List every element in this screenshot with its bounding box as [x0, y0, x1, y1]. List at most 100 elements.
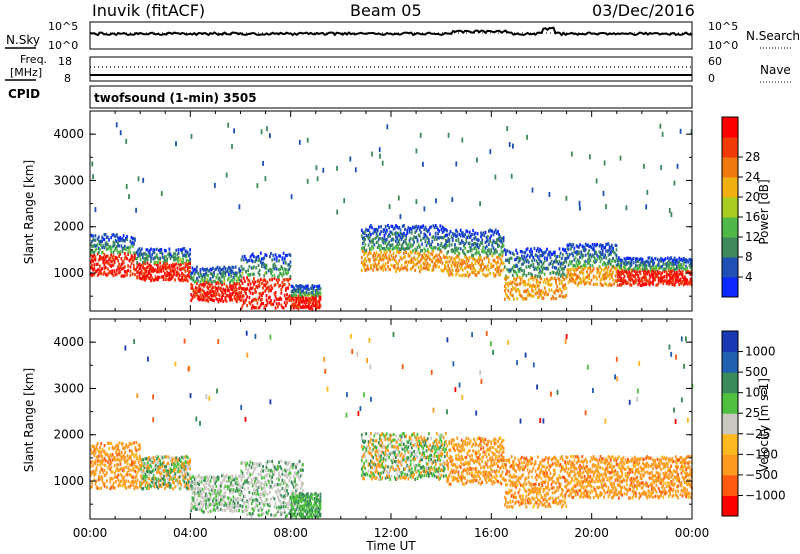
power-cell	[494, 261, 497, 265]
power-cell	[480, 266, 482, 270]
power-cell	[496, 250, 498, 254]
velocity-cell	[251, 462, 254, 466]
power-cell	[403, 234, 405, 238]
power-cell	[407, 260, 410, 264]
power-scatter-cell	[419, 132, 422, 138]
power-cell	[445, 245, 447, 249]
power-cell	[532, 264, 535, 268]
velocity-cell	[201, 487, 204, 491]
power-cell	[562, 253, 564, 257]
power-cell	[576, 283, 579, 287]
power-cell	[685, 281, 687, 285]
power-cell	[418, 252, 421, 256]
power-cell	[129, 257, 132, 261]
velocity-cell	[241, 498, 244, 502]
power-cell	[442, 245, 445, 249]
velocity-cell	[155, 477, 157, 481]
power-cell	[615, 279, 618, 283]
velocity-cell	[274, 501, 277, 506]
velocity-cell	[103, 449, 106, 453]
velocity-cell	[150, 470, 153, 475]
power-cell	[583, 278, 586, 282]
power-cell	[465, 274, 468, 278]
power-cell	[689, 261, 692, 265]
velocity-cell	[233, 478, 236, 482]
power-cell	[422, 236, 425, 240]
power-cell	[112, 274, 115, 278]
power-cell	[366, 267, 369, 271]
power-cell	[405, 237, 407, 241]
power-cell	[439, 235, 442, 239]
power-cell	[636, 267, 638, 271]
power-cell	[456, 254, 459, 258]
power-cell	[681, 259, 684, 263]
power-cell	[241, 271, 244, 275]
power-cell	[202, 279, 205, 283]
velocity-cell	[371, 477, 373, 481]
power-cell	[465, 255, 468, 259]
velocity-cell	[176, 458, 179, 462]
velocity-cell	[291, 512, 294, 516]
power-cell	[566, 275, 569, 279]
velocity-cell	[206, 479, 209, 483]
power-cell	[620, 265, 622, 269]
power-cell	[223, 282, 226, 286]
power-cell	[439, 250, 442, 254]
velocity-cell	[103, 484, 106, 488]
power-cell	[382, 246, 385, 250]
power-scatter-cell	[336, 209, 339, 215]
velocity-cell	[163, 469, 165, 473]
power-cell	[635, 264, 637, 268]
power-cell	[215, 267, 218, 271]
power-cell	[190, 274, 193, 279]
power-cell	[303, 286, 306, 290]
velocity-cell	[150, 485, 153, 489]
power-cell	[584, 265, 587, 269]
power-cell	[645, 279, 648, 283]
power-cell	[209, 289, 212, 293]
velocity-cell	[288, 472, 291, 476]
velocity-cell	[214, 501, 217, 505]
velocity-cell	[100, 475, 103, 479]
velocity-cell	[266, 503, 269, 507]
power-cell	[455, 261, 457, 265]
power-cell	[405, 247, 407, 251]
power-cell	[481, 248, 484, 252]
power-cell	[289, 264, 292, 268]
power-cell	[645, 259, 648, 264]
power-scatter-cell	[264, 176, 267, 182]
power-cell	[603, 273, 605, 277]
power-cell	[481, 233, 484, 237]
power-cell	[389, 230, 392, 234]
power-cell	[441, 261, 444, 265]
power-cell	[448, 260, 451, 264]
power-cell	[477, 246, 480, 250]
power-cell	[633, 281, 636, 285]
power-cell	[448, 240, 451, 244]
velocity-cell	[96, 459, 99, 463]
power-cell	[632, 268, 635, 272]
velocity-cell	[119, 479, 122, 483]
power-cell	[473, 237, 476, 241]
power-cell	[439, 224, 442, 228]
power-cell	[586, 275, 588, 279]
velocity-cell	[200, 500, 203, 504]
velocity-cell	[305, 492, 308, 497]
power-cell	[422, 255, 425, 259]
velocity-cell	[273, 484, 276, 488]
power-cell	[277, 297, 279, 301]
power-cell	[686, 266, 689, 270]
power-cell	[271, 286, 274, 290]
power-cell	[524, 283, 527, 287]
power-cell	[144, 278, 147, 282]
power-scatter-cell	[125, 184, 128, 189]
velocity-cell	[316, 514, 318, 518]
power-cell	[153, 256, 156, 260]
power-cell	[382, 238, 385, 242]
power-cell	[121, 250, 124, 254]
velocity-cell	[261, 487, 263, 491]
power-cell	[192, 288, 195, 292]
velocity-cell	[283, 460, 286, 464]
velocity-cell	[287, 506, 289, 510]
velocity-cell	[202, 497, 205, 501]
